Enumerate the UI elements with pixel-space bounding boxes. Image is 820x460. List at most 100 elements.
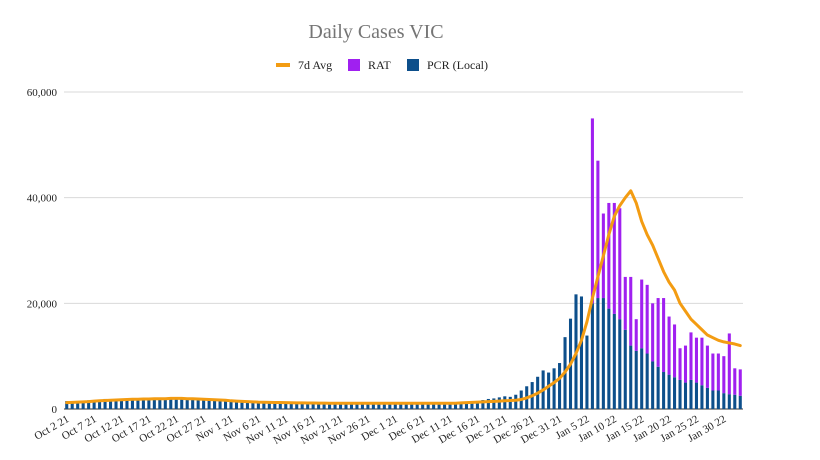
- bar-pcr: [119, 398, 124, 409]
- bar-pcr: [711, 390, 715, 409]
- bar-pcr: [738, 395, 742, 409]
- bar-pcr: [355, 403, 359, 409]
- legend-label-pcr: PCR (Local): [427, 58, 488, 72]
- bar-pcr: [689, 379, 693, 409]
- bar-pcr: [508, 396, 512, 409]
- bar-pcr: [667, 374, 671, 409]
- bar-pcr: [295, 403, 299, 409]
- bar-rat: [700, 337, 704, 386]
- bar-pcr: [662, 372, 666, 409]
- bar-pcr: [284, 402, 288, 409]
- bar-pcr: [366, 402, 370, 409]
- bar-pcr: [114, 399, 118, 409]
- bar-rat: [716, 353, 720, 391]
- bar-pcr: [618, 319, 622, 409]
- y-tick-label: 0: [52, 404, 58, 416]
- bar-pcr: [634, 350, 638, 409]
- bar-rat: [618, 208, 622, 320]
- bar-pcr: [629, 345, 633, 409]
- bar-rat: [711, 353, 715, 391]
- bar-pcr: [147, 397, 151, 409]
- bar-pcr: [185, 398, 189, 409]
- bar-pcr: [645, 353, 649, 409]
- bar-pcr: [464, 401, 469, 409]
- bar-pcr: [240, 401, 244, 409]
- bar-pcr: [278, 402, 282, 409]
- bar-pcr: [607, 308, 611, 409]
- legend-item-pcr: PCR (Local): [407, 58, 488, 72]
- bar-pcr: [328, 403, 332, 409]
- bar-pcr: [459, 402, 463, 409]
- bar-pcr: [344, 402, 348, 409]
- bar-pcr: [322, 403, 326, 409]
- chart-title: Daily Cases VIC: [308, 21, 443, 43]
- bar-pcr: [267, 402, 271, 409]
- bars: [65, 118, 742, 409]
- bar-pcr: [218, 400, 222, 409]
- bar-rat: [612, 202, 616, 314]
- bar-rat: [722, 356, 726, 394]
- bar-pcr: [158, 398, 162, 409]
- bar-pcr: [705, 387, 709, 409]
- legend: 7d Avg RAT PCR (Local): [276, 58, 488, 72]
- bar-pcr: [722, 393, 726, 409]
- bar-pcr: [673, 377, 677, 409]
- bar-pcr: [338, 403, 343, 409]
- bar-pcr: [207, 399, 211, 409]
- bar-rat: [738, 369, 742, 396]
- legend-swatch-rat: [348, 59, 360, 71]
- bar-pcr: [421, 403, 425, 409]
- bar-pcr: [191, 398, 195, 409]
- bar-rat: [689, 332, 693, 380]
- bar-pcr: [289, 403, 293, 409]
- y-tick-label: 20,000: [27, 298, 58, 310]
- bar-pcr: [109, 399, 113, 409]
- bar-pcr: [399, 403, 403, 409]
- legend-item-rat: RAT: [348, 58, 391, 72]
- bar-rat: [705, 345, 709, 388]
- bar-pcr: [98, 399, 102, 409]
- legend-swatch-pcr: [407, 59, 419, 71]
- bar-pcr: [81, 400, 85, 409]
- bar-pcr: [251, 402, 255, 409]
- bar-pcr: [136, 398, 140, 409]
- y-tick-label: 40,000: [27, 193, 58, 205]
- bar-pcr: [514, 394, 518, 409]
- avg-line: [65, 189, 742, 405]
- bar-pcr: [558, 363, 562, 409]
- bar-pcr: [163, 398, 167, 409]
- y-tick-label: 60,000: [27, 87, 58, 99]
- bar-rat: [727, 333, 731, 395]
- bar-pcr: [382, 403, 386, 409]
- bar-pcr: [404, 403, 408, 409]
- bar-pcr: [481, 400, 485, 409]
- bar-pcr: [426, 403, 430, 409]
- bar-pcr: [141, 398, 145, 409]
- bar-pcr: [317, 403, 321, 409]
- bar-rat: [673, 324, 677, 378]
- bar-pcr: [640, 348, 644, 409]
- bar-pcr: [486, 398, 490, 409]
- bar-rat: [694, 337, 698, 383]
- bar-pcr: [601, 298, 605, 409]
- bar-rat: [607, 202, 611, 309]
- bar-pcr: [716, 390, 720, 409]
- bar-pcr: [579, 296, 583, 409]
- bar-pcr: [393, 403, 397, 409]
- bar-pcr: [377, 403, 381, 409]
- bar-pcr: [448, 402, 452, 409]
- bar-pcr: [169, 398, 173, 409]
- bar-rat: [629, 276, 633, 346]
- legend-item-avg: 7d Avg: [276, 58, 332, 72]
- bar-pcr: [262, 402, 266, 409]
- bar-pcr: [432, 403, 436, 409]
- bar-pcr: [437, 403, 441, 409]
- bar-pcr: [92, 400, 96, 409]
- bar-pcr: [130, 398, 134, 409]
- bar-pcr: [612, 313, 616, 409]
- bar-pcr: [596, 298, 600, 409]
- legend-swatch-avg: [276, 63, 290, 67]
- avg-line-group: [65, 189, 742, 405]
- bar-rat: [590, 118, 594, 304]
